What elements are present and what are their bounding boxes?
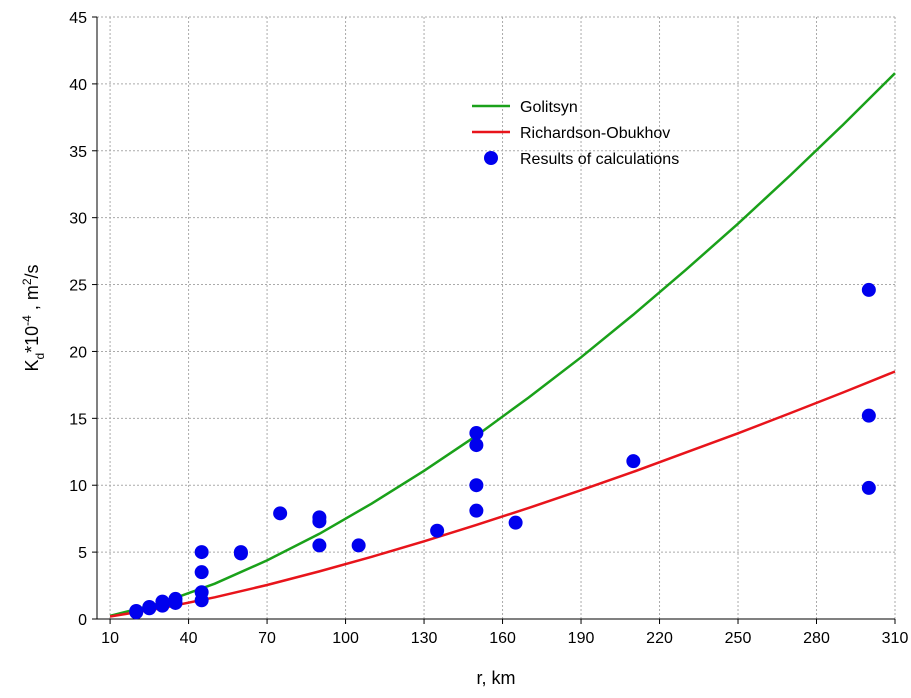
legend-label: Golitsyn [520,99,578,116]
y-tick-label: 35 [69,144,87,161]
x-tick-label: 10 [101,630,119,647]
x-tick-label: 280 [803,630,830,647]
point [168,591,183,606]
point [861,282,876,297]
y-axis-label-part: /s [22,264,42,278]
y-tick-label: 30 [69,211,87,228]
x-tick-label: 40 [180,630,198,647]
legend-label: Richardson-Obukhov [520,125,670,142]
point [430,523,445,538]
point [861,408,876,423]
x-tick-label: 250 [725,630,752,647]
point [155,594,170,609]
x-tick-label: 130 [411,630,438,647]
y-tick-label: 5 [78,545,87,562]
y-tick-label: 40 [69,77,87,94]
y-tick-label: 0 [78,612,87,629]
y-tick-label: 15 [69,411,87,428]
line [109,72,896,618]
y-tick-label: 45 [69,10,87,27]
point [508,515,523,530]
y-tick-label: 10 [69,478,87,495]
line [109,370,896,618]
point [142,599,157,614]
x-tick-label: 190 [568,630,595,647]
point [273,506,288,521]
point [469,426,484,441]
y-tick-label: 20 [69,344,87,361]
y-axis-label-part: , m [22,285,42,315]
point [351,538,366,553]
x-tick-label: 220 [646,630,673,647]
point [861,480,876,495]
point [312,510,327,525]
point [129,603,144,618]
x-tick-label: 310 [882,630,909,647]
point [194,585,209,600]
point [194,545,209,560]
x-axis-label: r, km [477,668,516,688]
point [469,503,484,518]
y-axis-label-part: *10 [22,326,42,353]
x-tick-label: 160 [489,630,516,647]
y-axis-label-part: K [22,360,42,372]
point [194,565,209,580]
x-tick-label: 70 [258,630,276,647]
y-axis-label: Kd*10-4 , m2/s [20,264,47,371]
point [626,454,641,469]
y-axis-label-part: d [33,353,47,360]
y-tick-label: 25 [69,278,87,295]
y-axis-label-part: 2 [20,278,34,285]
point [469,438,484,453]
y-axis-label-part: -4 [20,315,34,326]
x-tick-label: 100 [332,630,359,647]
point [233,545,248,560]
point [312,538,327,553]
point [469,478,484,493]
legend-label: Results of calculations [520,151,679,168]
legend-swatch [484,151,498,165]
